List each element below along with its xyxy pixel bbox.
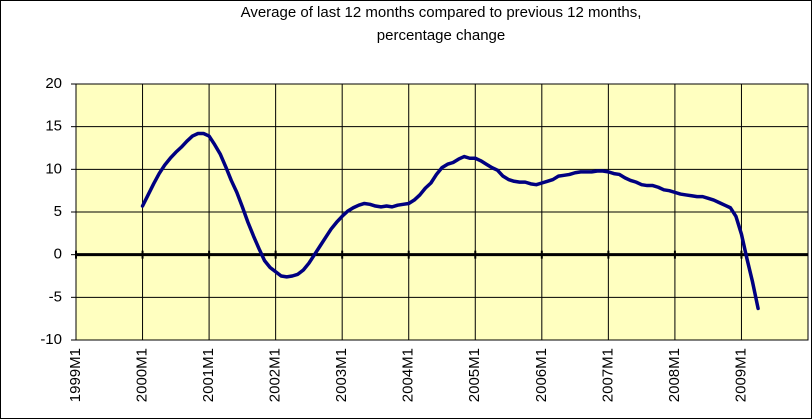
y-tick-label: 0 — [54, 246, 62, 263]
chart-title: Average of last 12 months compared to pr… — [241, 4, 642, 21]
chart-title: percentage change — [377, 27, 505, 44]
x-tick-label: 2003M1 — [333, 348, 350, 402]
x-tick-label: 2009M1 — [732, 348, 749, 402]
y-tick-label: -5 — [49, 288, 62, 305]
y-tick-label: 15 — [45, 118, 62, 135]
x-tick-label: 2002M1 — [267, 348, 284, 402]
y-tick-label: 20 — [45, 75, 62, 92]
x-tick-label: 2005M1 — [466, 348, 483, 402]
x-tick-label: 1999M1 — [67, 348, 84, 402]
x-tick-label: 2007M1 — [599, 348, 616, 402]
data-line — [140, 131, 760, 311]
y-tick-label: -10 — [40, 331, 62, 348]
x-tick-label: 2004M1 — [400, 348, 417, 402]
x-tick-label: 2001M1 — [200, 348, 217, 402]
x-tick-label: 2000M1 — [134, 348, 151, 402]
x-tick-label: 2006M1 — [533, 348, 550, 402]
y-tick-label: 10 — [45, 160, 62, 177]
y-tick-label: 5 — [54, 203, 62, 220]
x-tick-label: 2008M1 — [666, 348, 683, 402]
